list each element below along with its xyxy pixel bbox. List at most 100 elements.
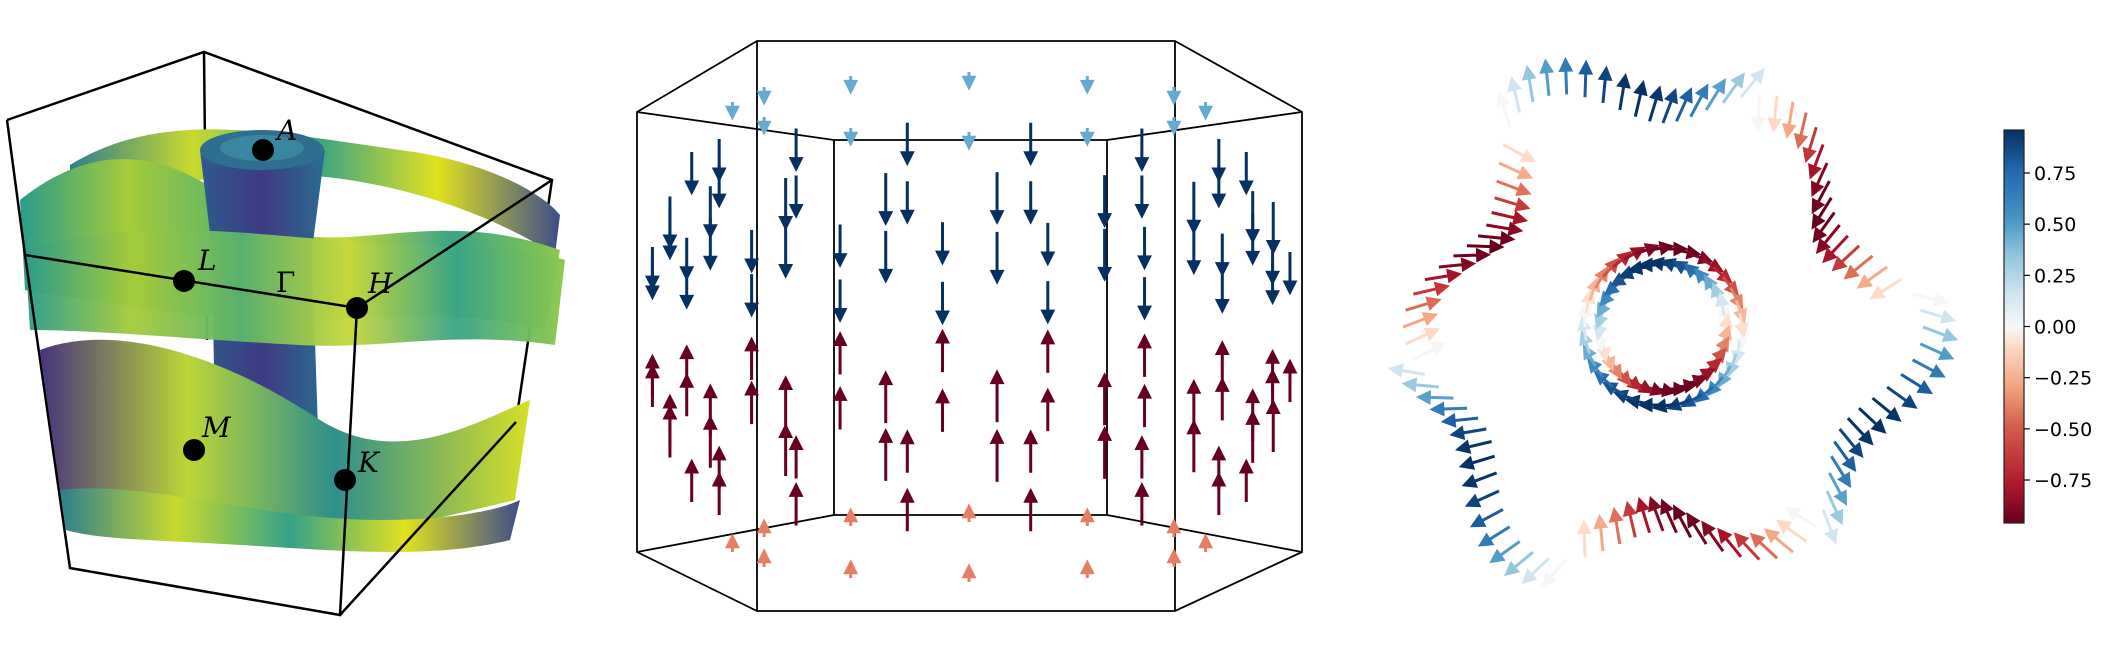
spin-arrow	[724, 533, 740, 552]
spin-arrow	[1714, 291, 1730, 317]
spin-arrow	[1134, 175, 1150, 219]
spin-arrow	[684, 152, 700, 196]
spin-arrow	[1831, 244, 1861, 272]
spin-arrow	[899, 122, 915, 167]
spin-arrow	[1079, 76, 1095, 95]
spin-arrow	[788, 128, 804, 172]
spin-arrow	[1455, 439, 1492, 454]
spin-arrow	[1494, 196, 1531, 212]
spin-arrow	[1137, 333, 1152, 377]
spin-arrow	[1922, 325, 1959, 342]
spin-arrow	[1214, 233, 1230, 277]
spin-arrow	[1496, 179, 1532, 197]
spin-arrow	[662, 393, 678, 447]
spin-arrow	[744, 274, 760, 318]
spin-arrow	[989, 369, 1005, 423]
colorbar-tick-label: −0.75	[2034, 470, 2092, 492]
spin-arrow	[1811, 197, 1833, 230]
spin-arrow	[1886, 385, 1918, 409]
spin-arrow	[832, 331, 848, 375]
spin-arrow	[1440, 413, 1479, 428]
spin-arrow	[644, 247, 660, 291]
spin-arrow	[1597, 65, 1613, 104]
spin-arrow	[724, 102, 740, 121]
spin-arrow	[1578, 59, 1594, 98]
point-K	[334, 469, 356, 491]
spin-arrow	[989, 231, 1005, 285]
spin-arrow	[1911, 358, 1946, 378]
spin-arrow	[1900, 373, 1933, 395]
spin-arrow	[1137, 277, 1152, 321]
colorbar-tick-label: 0.75	[2034, 163, 2076, 185]
spin-arrow	[1486, 221, 1524, 237]
spin-arrow	[1458, 454, 1496, 470]
spin-arrow	[1793, 112, 1809, 150]
fermi-sheet-lower	[40, 339, 530, 531]
spin-arrow	[1282, 358, 1298, 402]
spin-arrow	[899, 429, 915, 473]
spin-arrow	[1198, 102, 1214, 121]
spin-arrow	[1489, 540, 1521, 564]
spin-arrow	[1282, 252, 1298, 296]
spin-arrow	[1166, 518, 1182, 537]
spin-arrow	[878, 428, 894, 481]
prism-edges	[636, 40, 1303, 612]
spin-arrow	[1214, 377, 1230, 421]
spin-arrow	[778, 423, 794, 476]
spin-arrow	[1593, 513, 1609, 552]
spin-arrow	[644, 353, 660, 398]
spin-arrow	[1453, 247, 1491, 263]
spin-arrow	[1633, 80, 1648, 117]
spin-arrow	[1265, 399, 1281, 452]
label-M: M	[201, 411, 232, 444]
spin-arrow	[1137, 383, 1152, 428]
spin-arrow	[1539, 58, 1555, 96]
spin-arrow	[1134, 128, 1150, 172]
spin-arrow	[1576, 519, 1592, 557]
spin-arrow	[1767, 95, 1783, 134]
label-Gamma: Γ	[276, 266, 295, 299]
spin-arrow	[1477, 230, 1516, 246]
spin-arrow	[788, 435, 804, 479]
spin-arrow	[1186, 378, 1202, 432]
spin-arrow	[1438, 257, 1477, 273]
spin-arrow	[1622, 500, 1638, 538]
spin-arrow	[1097, 426, 1113, 479]
spin-arrow	[1507, 76, 1522, 113]
spin-arrow	[756, 117, 772, 136]
spin-arrow	[1811, 180, 1831, 215]
spin-arrow	[1734, 313, 1749, 339]
spin-arrow	[778, 178, 794, 231]
spin-arrow	[1717, 527, 1743, 558]
colorbar-gradient	[2003, 129, 2025, 524]
colorbar-ticks: 0.75 0.50 0.25 0.00 −0.25 −0.50 −0.75	[2024, 163, 2092, 492]
colorbar: 0.75 0.50 0.25 0.00 −0.25 −0.50 −0.75	[2003, 129, 2092, 524]
spin-arrow	[679, 237, 695, 282]
colorbar-tick-label: −0.50	[2034, 419, 2092, 441]
point-M	[183, 439, 205, 461]
spin-arrow	[1648, 85, 1664, 122]
spin-arrow	[1040, 281, 1056, 325]
spin-arrow	[1912, 292, 1950, 307]
spin-arrow	[1166, 117, 1182, 136]
spin-arrow	[935, 388, 950, 432]
spin-arrow	[899, 487, 915, 532]
spin-arrow	[1023, 429, 1039, 473]
spin-arrow	[1673, 504, 1693, 539]
spin-arrow	[778, 225, 794, 279]
spin-arrow	[1808, 143, 1825, 180]
spin-arrow	[1401, 377, 1440, 393]
spin-arrow	[1265, 202, 1281, 255]
spin-arrow	[878, 173, 894, 226]
spin-arrow	[961, 503, 977, 522]
spin-arrow	[1415, 389, 1454, 405]
spin-arrow	[1238, 152, 1254, 196]
spin-arrow	[832, 279, 848, 323]
spin-arrow	[1477, 525, 1511, 547]
spin-arrow	[1648, 495, 1665, 532]
spin-arrow	[989, 172, 1005, 225]
spin-arrow	[832, 224, 848, 268]
spin-arrow	[1134, 482, 1150, 526]
spin-arrow	[1704, 78, 1726, 111]
